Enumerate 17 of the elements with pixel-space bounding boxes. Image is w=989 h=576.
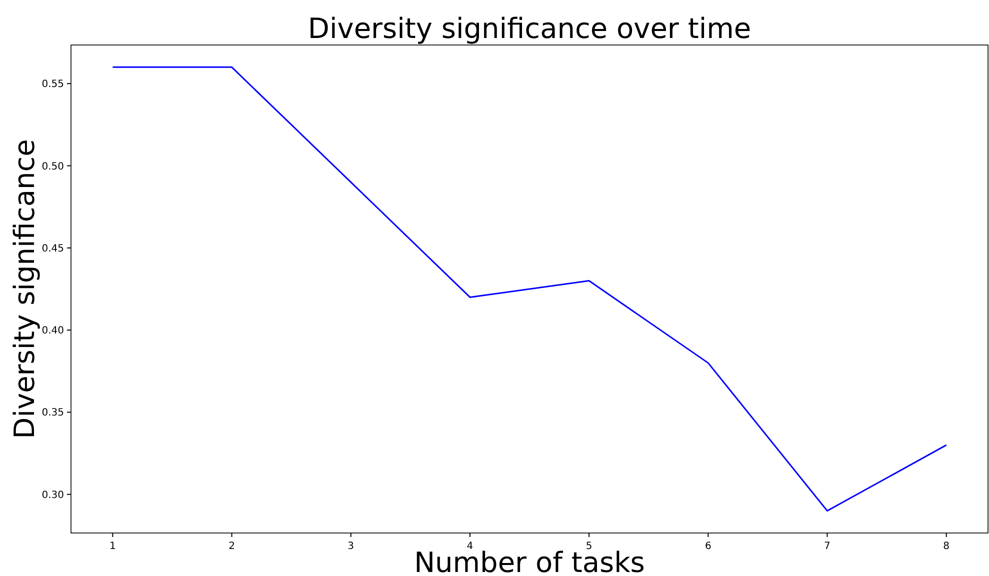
y-tick-label: 0.40: [42, 326, 64, 337]
chart-title: Diversity significance over time: [308, 12, 752, 45]
x-tick-label: 7: [824, 541, 830, 552]
y-tick-label: 0.50: [42, 161, 64, 172]
line-series: [112, 66, 948, 512]
y-tick-label: 0.55: [42, 79, 64, 90]
y-tick-label: 0.45: [42, 243, 64, 254]
x-tick-label: 1: [109, 541, 116, 552]
x-tick-label: 6: [704, 541, 712, 552]
y-tick-label: 0.35: [42, 408, 64, 419]
y-axis-title: Diversity significance: [8, 139, 41, 439]
x-tick-label: 8: [943, 541, 950, 552]
x-tick-label: 2: [228, 541, 235, 552]
x-tick-label: 3: [348, 541, 354, 552]
y-tick-label: 0.30: [42, 490, 64, 501]
x-tick-label: 5: [586, 541, 592, 552]
x-tick-label: 4: [466, 541, 474, 552]
